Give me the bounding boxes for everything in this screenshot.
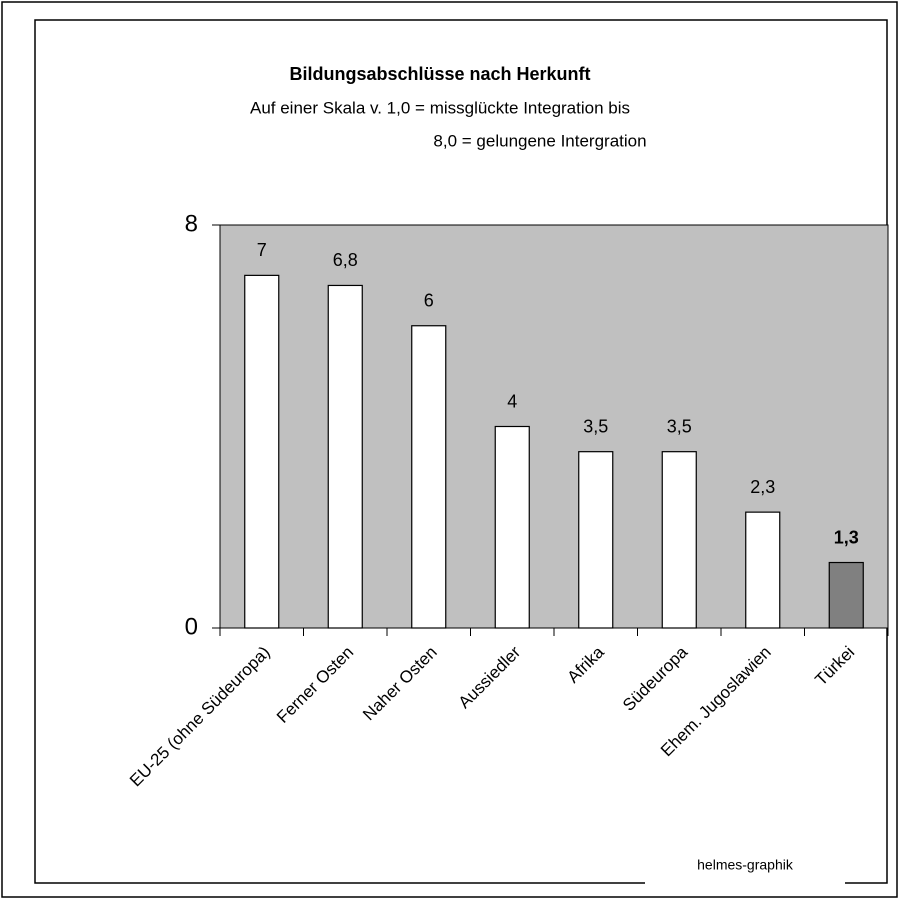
- subtitle: Auf einer Skala v. 1,0 = missglückte Int…: [250, 98, 630, 117]
- bar: [578, 451, 614, 629]
- footer: helmes-graphik: [697, 857, 794, 873]
- bar: [327, 284, 363, 629]
- plot-area: [219, 224, 889, 629]
- inner-frame: [34, 19, 888, 884]
- x-tick-label: Naher Osten: [359, 643, 441, 725]
- value-label: 7: [257, 240, 267, 260]
- x-tick-label: Ferner Osten: [273, 643, 357, 727]
- value-label: 1,3: [834, 527, 859, 547]
- x-tick-label: Südeuropa: [619, 642, 692, 715]
- bar: [244, 274, 280, 629]
- x-tick-label: EU-25 (ohne Südeuropa): [126, 643, 274, 791]
- value-label: 6,8: [333, 250, 358, 270]
- y-tick-label: 0: [185, 613, 198, 640]
- value-label: 3,5: [583, 416, 608, 436]
- value-label: 4: [507, 391, 517, 411]
- y-tick-label: 8: [185, 210, 198, 237]
- chart-title: Bildungsabschlüsse nach Herkunft: [289, 64, 590, 84]
- bar: [661, 451, 697, 629]
- bar: [411, 325, 447, 629]
- value-label: 6: [424, 291, 434, 311]
- x-tick-label: Türkei: [811, 643, 858, 690]
- bar: [494, 425, 530, 629]
- bar: [828, 561, 864, 629]
- x-tick-label: Aussiedler: [455, 642, 525, 712]
- x-tick-label: Afrika: [564, 642, 609, 687]
- subtitle: 8,0 = gelungene Intergration: [433, 131, 646, 150]
- value-label: 3,5: [667, 416, 692, 436]
- bar: [745, 511, 781, 629]
- value-label: 2,3: [750, 477, 775, 497]
